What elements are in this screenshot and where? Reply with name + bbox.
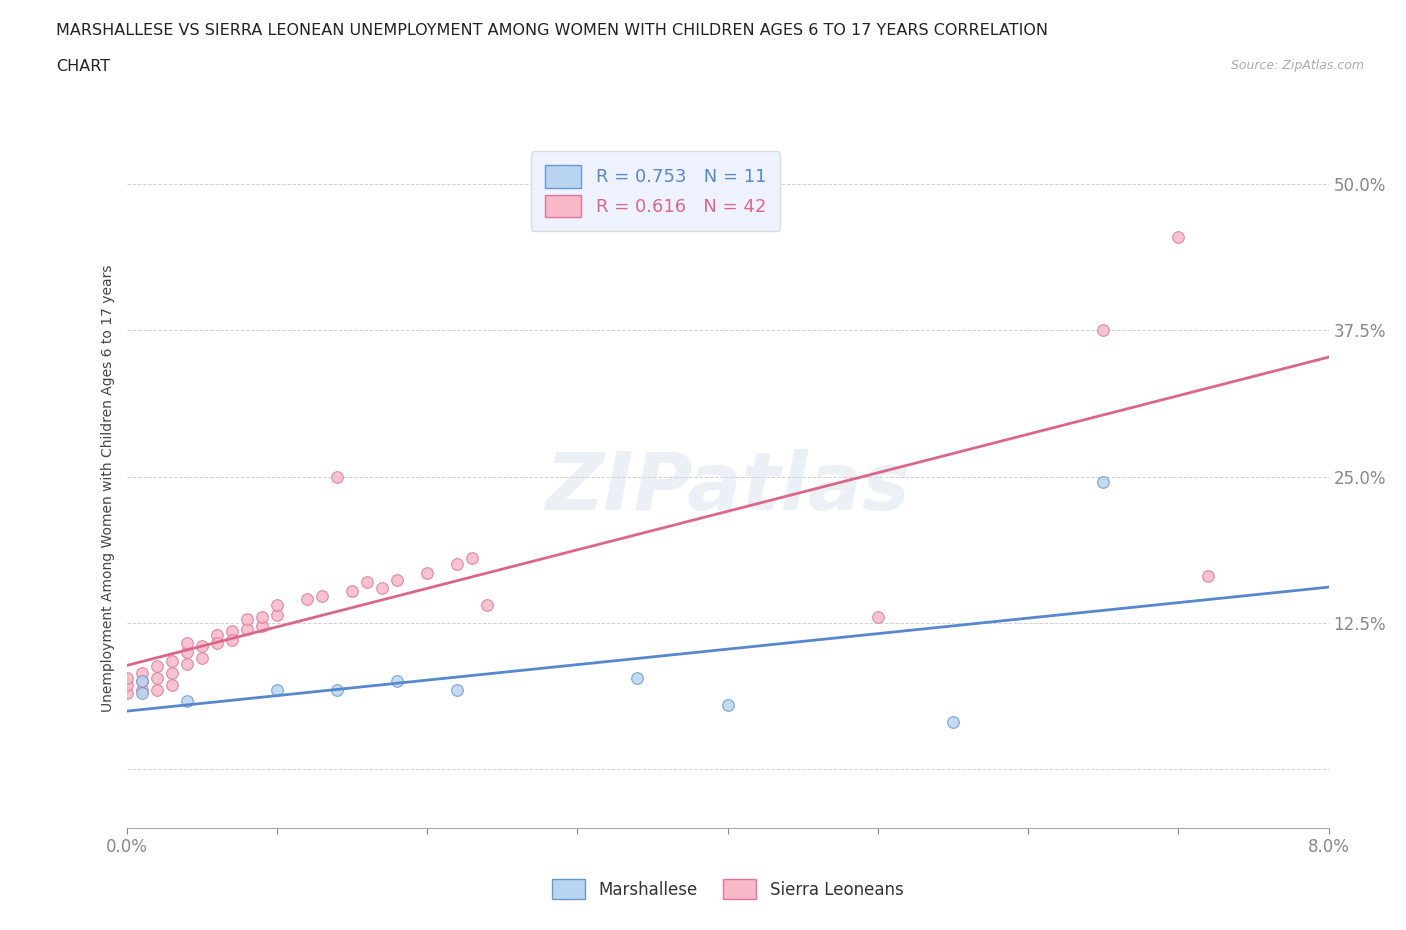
Point bbox=[1092, 475, 1115, 490]
Point bbox=[115, 677, 138, 692]
Point bbox=[326, 469, 349, 484]
Point bbox=[131, 674, 153, 689]
Point bbox=[131, 685, 153, 700]
Point bbox=[145, 671, 167, 685]
Point bbox=[626, 671, 648, 685]
Point bbox=[131, 666, 153, 681]
Point bbox=[266, 598, 288, 613]
Point bbox=[205, 635, 228, 650]
Text: MARSHALLESE VS SIERRA LEONEAN UNEMPLOYMENT AMONG WOMEN WITH CHILDREN AGES 6 TO 1: MARSHALLESE VS SIERRA LEONEAN UNEMPLOYME… bbox=[56, 23, 1049, 38]
Point bbox=[221, 633, 243, 648]
Y-axis label: Unemployment Among Women with Children Ages 6 to 17 years: Unemployment Among Women with Children A… bbox=[101, 264, 115, 712]
Point bbox=[356, 575, 378, 590]
Text: ZIPatlas: ZIPatlas bbox=[546, 449, 910, 527]
Point bbox=[160, 654, 183, 669]
Point bbox=[716, 698, 740, 712]
Point bbox=[416, 565, 439, 580]
Point bbox=[250, 619, 273, 634]
Point bbox=[176, 644, 198, 659]
Point bbox=[866, 609, 889, 624]
Point bbox=[1197, 568, 1219, 583]
Text: CHART: CHART bbox=[56, 59, 110, 73]
Point bbox=[176, 635, 198, 650]
Point bbox=[205, 627, 228, 642]
Point bbox=[176, 694, 198, 709]
Point bbox=[385, 674, 408, 689]
Point bbox=[160, 666, 183, 681]
Point bbox=[461, 551, 484, 566]
Point bbox=[176, 657, 198, 671]
Point bbox=[446, 682, 468, 697]
Point bbox=[311, 589, 333, 604]
Point bbox=[115, 685, 138, 700]
Point bbox=[295, 592, 318, 607]
Point bbox=[266, 682, 288, 697]
Point bbox=[340, 584, 363, 599]
Point bbox=[190, 639, 212, 654]
Point bbox=[475, 598, 498, 613]
Point bbox=[235, 612, 259, 627]
Legend: Marshallese, Sierra Leoneans: Marshallese, Sierra Leoneans bbox=[544, 870, 911, 908]
Point bbox=[145, 682, 167, 697]
Point bbox=[326, 682, 349, 697]
Point bbox=[131, 682, 153, 697]
Point bbox=[221, 624, 243, 639]
Point bbox=[145, 658, 167, 673]
Point bbox=[371, 580, 394, 595]
Point bbox=[1092, 323, 1115, 338]
Point bbox=[131, 674, 153, 689]
Point bbox=[942, 715, 965, 730]
Point bbox=[266, 607, 288, 622]
Text: Source: ZipAtlas.com: Source: ZipAtlas.com bbox=[1230, 59, 1364, 72]
Point bbox=[446, 557, 468, 572]
Point bbox=[115, 671, 138, 685]
Point bbox=[385, 572, 408, 587]
Point bbox=[190, 651, 212, 666]
Point bbox=[1167, 229, 1189, 244]
Point bbox=[235, 621, 259, 636]
Point bbox=[160, 677, 183, 692]
Point bbox=[250, 609, 273, 624]
